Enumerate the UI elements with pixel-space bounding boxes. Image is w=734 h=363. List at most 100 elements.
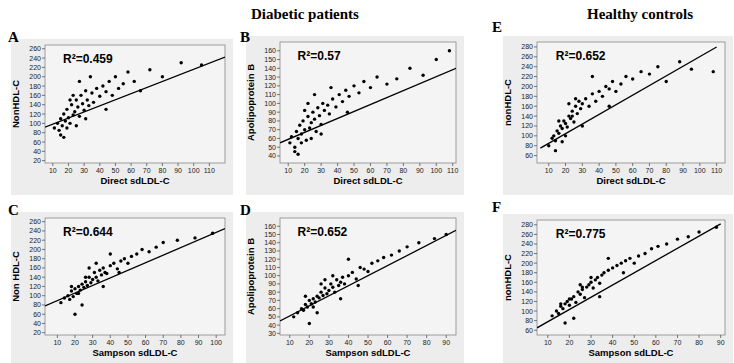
scatter-point [712,70,715,73]
y-tick [42,323,45,324]
x-tick [131,163,132,166]
y-tick [277,250,280,251]
scatter-point [408,67,411,70]
scatter-point [296,137,299,140]
x-tick [386,163,387,166]
x-axis-label: Sampson sdLDL-C [326,347,411,358]
y-tick [277,226,280,227]
y-tick [277,234,280,235]
y-tick [277,308,280,309]
scatter-point [589,276,592,279]
scatter-point [86,98,89,101]
y-axis-label: Apolipoprotein B [245,64,256,141]
y-tick-label: 80 [33,129,41,136]
scatter-point [554,149,557,152]
y-tick [42,221,45,222]
y-tick [534,282,537,283]
x-tick-label: 80 [662,167,670,174]
scatter-point [321,102,324,105]
x-tick [370,163,371,166]
scatter-point [78,115,81,118]
y-tick-label: 90 [268,280,276,287]
scatter-point [601,95,604,98]
scatter-point [650,247,653,250]
scatter-point [71,94,74,97]
scatter-point [375,75,378,78]
scatter-point [362,80,365,83]
scatter-point [94,275,97,278]
scatter-point [312,297,315,300]
scatter-point [117,87,120,90]
x-tick-label: 20 [562,167,570,174]
y-tick [534,272,537,273]
scatter-point [321,294,324,297]
scatter-point [179,61,182,64]
x-tick [452,163,453,166]
scatter-point [84,89,87,92]
scatter-point [421,74,424,77]
scatter-point [53,126,56,129]
x-tick [162,163,163,166]
y-axis-label: nonHDL-C [502,79,513,126]
y-tick-label: 100 [264,100,276,107]
x-tick-label: 70 [646,167,654,174]
scatter-point [338,93,341,96]
y-tick-label: 120 [29,111,41,118]
y-tick-label: 50 [268,144,276,151]
x-tick [632,163,633,166]
x-tick [446,335,447,338]
y-tick [534,96,537,97]
x-tick-label: 30 [317,167,325,174]
x-tick [599,163,600,166]
x-tick [677,335,678,338]
y-axis-label: Non HDL-C [10,251,21,302]
figure: Diabetic patientsHealthy controlsA204060… [0,0,734,363]
r-squared: R²=0.459 [63,52,113,66]
y-tick [42,48,45,49]
x-tick-label: 70 [143,167,151,174]
scatter-point [561,307,564,310]
panel: C204060801001201401601802002202402601020… [8,202,233,363]
panel-letter: A [8,29,19,45]
x-tick-label: 30 [80,167,88,174]
plot-frame [45,218,225,335]
scatter-point [316,106,319,109]
y-tick [277,333,280,334]
scatter-point [433,237,436,240]
scatter-point [68,122,71,125]
x-tick-label: 10 [286,339,294,346]
y-tick-label: 120 [521,122,533,129]
scatter-point [559,302,562,305]
x-tick-label: 110 [447,167,458,174]
x-tick-label: 100 [430,167,442,174]
scatter-point [347,95,350,98]
fit-line [537,224,721,328]
y-tick [277,316,280,317]
x-tick [615,163,616,166]
y-tick [534,66,537,67]
scatter-point [292,315,295,318]
data-layer [280,230,456,325]
x-tick [84,163,85,166]
scatter-point [301,119,304,122]
x-tick [649,163,650,166]
y-tick-label: 200 [29,246,41,253]
scatter-point [611,80,614,83]
scatter-point [314,130,317,133]
y-tick [42,151,45,152]
x-tick [348,335,349,338]
panel-background [503,36,733,195]
y-tick [534,116,537,117]
scatter-point [308,322,311,325]
plot-frame [45,45,225,163]
scatter-point [594,100,597,103]
x-tick-label: 90 [717,339,725,346]
x-tick [582,163,583,166]
scatter-point [133,80,136,83]
scatter-point [435,58,438,61]
scatter-point [550,314,553,317]
scatter-point [104,90,107,93]
y-tick [534,76,537,77]
scatter-point [298,124,301,127]
x-tick [99,163,100,166]
